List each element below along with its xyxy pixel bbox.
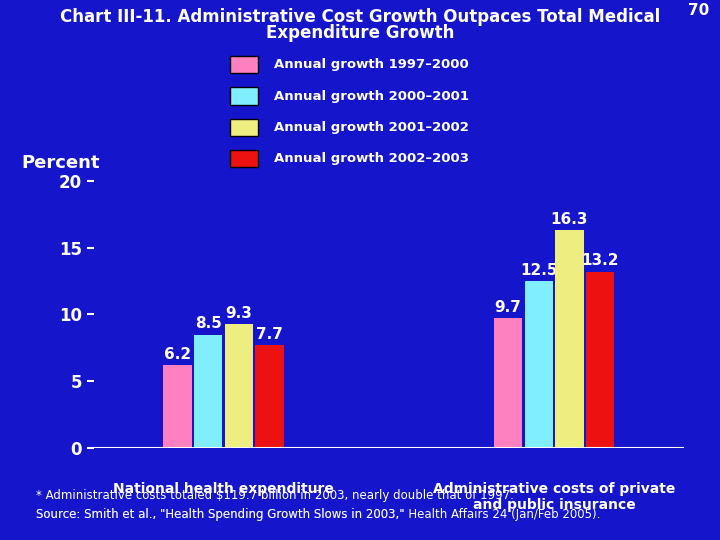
- Bar: [586, 272, 614, 448]
- Text: Annual growth 1997–2000: Annual growth 1997–2000: [274, 58, 468, 71]
- Text: Source: Smith et al., "Health Spending Growth Slows in 2003,": Source: Smith et al., "Health Spending G…: [36, 508, 408, 521]
- Bar: [494, 319, 522, 448]
- Text: 9.7: 9.7: [495, 300, 521, 315]
- Text: Annual growth 2002–2003: Annual growth 2002–2003: [274, 152, 469, 165]
- Text: 7.7: 7.7: [256, 327, 283, 342]
- Text: 16.3: 16.3: [551, 212, 588, 227]
- Bar: [194, 335, 222, 448]
- Text: Source: Smith et al., "Health Spending Growth Slows in 2003," Health Affairs 24 : Source: Smith et al., "Health Spending G…: [36, 508, 600, 521]
- Bar: [555, 230, 584, 448]
- Text: Percent: Percent: [22, 154, 100, 172]
- Text: 70: 70: [688, 3, 709, 18]
- Bar: [225, 324, 253, 448]
- Text: Administrative costs of private
and public insurance: Administrative costs of private and publ…: [433, 482, 675, 512]
- Text: 13.2: 13.2: [582, 253, 619, 268]
- Text: Expenditure Growth: Expenditure Growth: [266, 24, 454, 42]
- Text: * Administrative costs totaled $119.7 billion in 2003, nearly double that of 199: * Administrative costs totaled $119.7 bi…: [36, 489, 514, 502]
- Text: Source: Smith et al., "Health Spending Growth Slows in 2003," Health Affairs 24 : Source: Smith et al., "Health Spending G…: [36, 508, 600, 521]
- Bar: [163, 365, 192, 448]
- Text: Annual growth 2000–2001: Annual growth 2000–2001: [274, 90, 469, 103]
- Text: 8.5: 8.5: [194, 316, 222, 331]
- Text: 12.5: 12.5: [520, 263, 557, 278]
- Bar: [256, 345, 284, 448]
- Text: 9.3: 9.3: [225, 306, 252, 321]
- Text: Chart III-11. Administrative Cost Growth Outpaces Total Medical: Chart III-11. Administrative Cost Growth…: [60, 8, 660, 26]
- Bar: [525, 281, 553, 448]
- Text: Annual growth 2001–2002: Annual growth 2001–2002: [274, 121, 469, 134]
- Text: National health expenditure: National health expenditure: [113, 482, 334, 496]
- Text: 6.2: 6.2: [164, 347, 191, 362]
